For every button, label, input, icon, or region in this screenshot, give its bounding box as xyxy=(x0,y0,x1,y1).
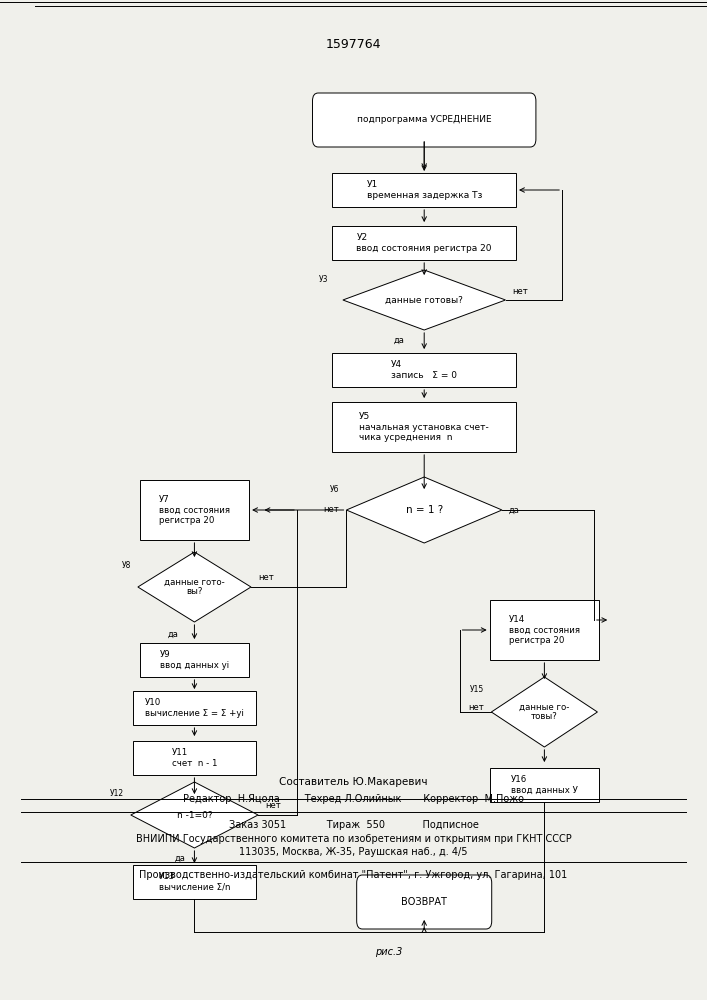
Text: Заказ 3051             Тираж  550            Подписное: Заказ 3051 Тираж 550 Подписное xyxy=(228,820,479,830)
FancyBboxPatch shape xyxy=(133,865,257,899)
Text: У10
вычисление Σ = Σ +yi: У10 вычисление Σ = Σ +yi xyxy=(145,698,244,718)
Polygon shape xyxy=(346,477,502,543)
Text: Составитель Ю.Макаревич: Составитель Ю.Макаревич xyxy=(279,777,428,787)
Text: У7
ввод состояния
регистра 20: У7 ввод состояния регистра 20 xyxy=(159,495,230,525)
Polygon shape xyxy=(138,552,251,622)
Text: У6: У6 xyxy=(330,486,339,494)
Text: ВОЗВРАТ: ВОЗВРАТ xyxy=(402,897,447,907)
Text: У13
вычисление Σ/n: У13 вычисление Σ/n xyxy=(158,872,230,892)
Text: нет: нет xyxy=(469,704,484,712)
FancyBboxPatch shape xyxy=(332,402,516,452)
FancyBboxPatch shape xyxy=(332,353,516,387)
FancyBboxPatch shape xyxy=(140,643,250,677)
FancyBboxPatch shape xyxy=(356,875,492,929)
Text: У3: У3 xyxy=(320,275,329,284)
FancyBboxPatch shape xyxy=(133,741,257,775)
FancyBboxPatch shape xyxy=(332,226,516,260)
Text: У5
начальная установка счет-
чика усреднения  n: У5 начальная установка счет- чика усредн… xyxy=(359,412,489,442)
Text: да: да xyxy=(509,506,520,514)
FancyBboxPatch shape xyxy=(332,173,516,207)
FancyBboxPatch shape xyxy=(489,768,600,802)
Text: 113035, Москва, Ж-35, Раушская наб., д. 4/5: 113035, Москва, Ж-35, Раушская наб., д. … xyxy=(239,847,468,857)
Text: подпрограмма УСРЕДНЕНИЕ: подпрограмма УСРЕДНЕНИЕ xyxy=(357,115,491,124)
Text: У14
ввод состояния
регистра 20: У14 ввод состояния регистра 20 xyxy=(509,615,580,645)
Polygon shape xyxy=(343,270,506,330)
Text: нет: нет xyxy=(265,800,281,810)
Text: да: да xyxy=(394,336,405,345)
Text: У8: У8 xyxy=(122,560,131,570)
Text: данные гото-
вы?: данные гото- вы? xyxy=(164,578,225,596)
Text: У11
счет  n - 1: У11 счет n - 1 xyxy=(172,748,217,768)
Text: Производственно-издательский комбинат "Патент", г. Ужгород, ул. Гагарина, 101: Производственно-издательский комбинат "П… xyxy=(139,870,568,880)
Text: да: да xyxy=(175,854,186,862)
Text: данные го-
товы?: данные го- товы? xyxy=(519,703,570,721)
Text: да: да xyxy=(168,630,179,639)
Text: У1
временная задержка Тз: У1 временная задержка Тз xyxy=(366,180,482,200)
FancyBboxPatch shape xyxy=(133,691,257,725)
Text: У16
ввод данных У: У16 ввод данных У xyxy=(511,775,578,795)
Text: У2
ввод состояния регистра 20: У2 ввод состояния регистра 20 xyxy=(356,233,492,253)
Text: n = 1 ?: n = 1 ? xyxy=(406,505,443,515)
Text: ВНИИПИ Государственного комитета по изобретениям и открытиям при ГКНТ СССР: ВНИИПИ Государственного комитета по изоб… xyxy=(136,834,571,844)
Polygon shape xyxy=(491,677,597,747)
Text: данные готовы?: данные готовы? xyxy=(385,296,463,304)
Text: Редактор  Н.Яцола        Техред Л.Олийнык       Корректор  М.Пожо: Редактор Н.Яцола Техред Л.Олийнык Коррек… xyxy=(183,794,524,804)
Text: У15: У15 xyxy=(470,686,484,694)
Text: рис.3: рис.3 xyxy=(375,947,402,957)
Text: У9
ввод данных yi: У9 ввод данных yi xyxy=(160,650,229,670)
Text: нет: нет xyxy=(513,288,528,296)
FancyBboxPatch shape xyxy=(312,93,536,147)
Text: нет: нет xyxy=(258,572,274,582)
FancyBboxPatch shape xyxy=(489,600,600,660)
FancyBboxPatch shape xyxy=(140,480,250,540)
Text: У4
запись   Σ = 0: У4 запись Σ = 0 xyxy=(391,360,457,380)
Text: 1597764: 1597764 xyxy=(326,38,381,51)
Text: n -1=0?: n -1=0? xyxy=(177,810,212,820)
Text: У12: У12 xyxy=(110,788,124,798)
Polygon shape xyxy=(131,782,258,848)
Text: нет: нет xyxy=(324,506,339,514)
